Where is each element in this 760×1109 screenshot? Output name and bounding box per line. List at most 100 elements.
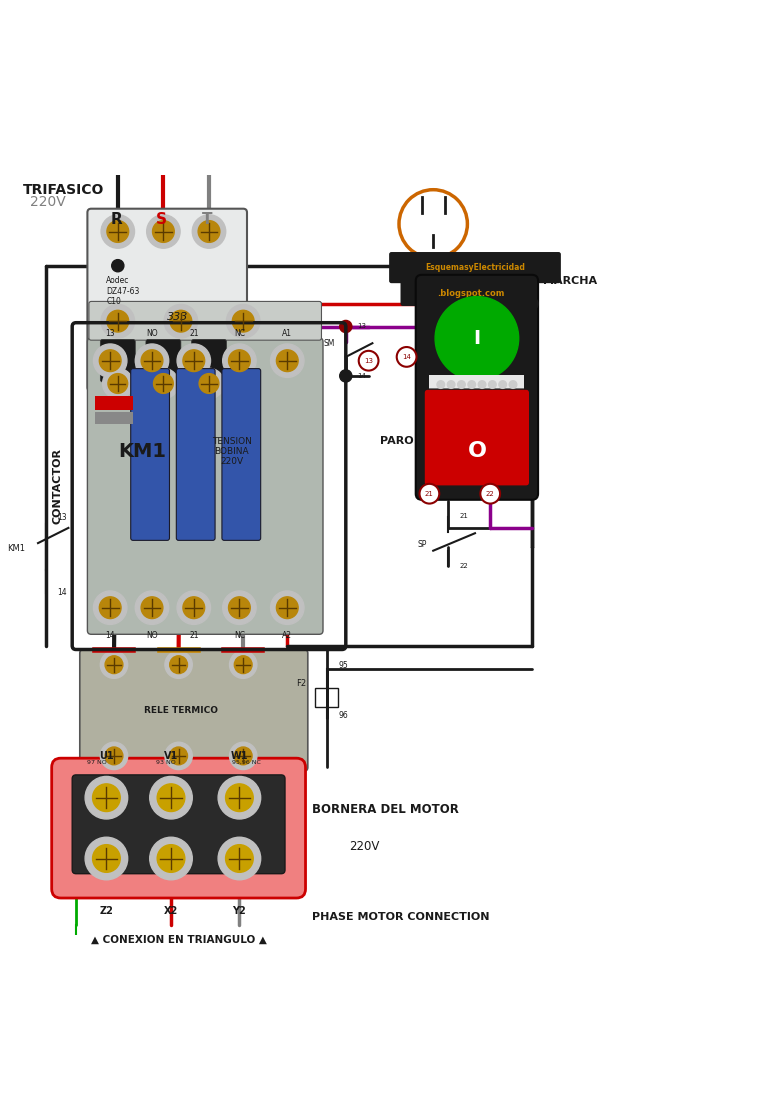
Circle shape xyxy=(271,591,304,624)
Text: 220V: 220V xyxy=(30,195,66,210)
Text: 13: 13 xyxy=(364,358,373,364)
Bar xyxy=(95,413,133,424)
Circle shape xyxy=(164,305,198,338)
Circle shape xyxy=(480,484,500,503)
Circle shape xyxy=(223,591,256,624)
Text: V1: V1 xyxy=(164,751,178,761)
FancyBboxPatch shape xyxy=(80,650,308,771)
Text: 220V: 220V xyxy=(350,840,380,853)
Text: KM1: KM1 xyxy=(8,543,26,552)
FancyBboxPatch shape xyxy=(89,302,321,340)
Text: SM: SM xyxy=(323,338,334,347)
Circle shape xyxy=(464,330,471,338)
Text: W1: W1 xyxy=(230,751,249,761)
Text: Aodec
DZ47-63
C10: Aodec DZ47-63 C10 xyxy=(106,276,140,306)
Text: A1: A1 xyxy=(282,329,293,338)
Text: 22: 22 xyxy=(486,490,495,497)
Text: X2: X2 xyxy=(164,906,178,916)
Bar xyxy=(95,396,133,410)
Circle shape xyxy=(101,305,135,338)
Text: 21: 21 xyxy=(189,631,198,640)
Circle shape xyxy=(183,597,204,619)
Text: 93 NO: 93 NO xyxy=(156,760,176,764)
Circle shape xyxy=(85,837,128,879)
Text: .blogspot.com: .blogspot.com xyxy=(438,288,505,297)
Circle shape xyxy=(170,311,192,332)
Text: F2: F2 xyxy=(296,679,306,688)
Circle shape xyxy=(435,296,518,380)
Text: NO: NO xyxy=(146,631,158,640)
Circle shape xyxy=(93,591,127,624)
Circle shape xyxy=(103,368,133,399)
Circle shape xyxy=(198,221,220,243)
Text: RELE TERMICO: RELE TERMICO xyxy=(144,705,218,715)
Circle shape xyxy=(499,380,506,388)
Text: I: I xyxy=(473,329,480,348)
Text: 13: 13 xyxy=(106,329,115,338)
Text: Y2: Y2 xyxy=(233,906,246,916)
Circle shape xyxy=(226,845,253,873)
Text: O: O xyxy=(467,441,486,461)
Circle shape xyxy=(165,742,192,770)
Text: NO: NO xyxy=(146,329,158,338)
Circle shape xyxy=(93,784,120,812)
Circle shape xyxy=(468,380,476,388)
FancyBboxPatch shape xyxy=(72,775,285,874)
Circle shape xyxy=(150,837,192,879)
Circle shape xyxy=(150,776,192,818)
FancyBboxPatch shape xyxy=(87,338,323,634)
Circle shape xyxy=(509,380,517,388)
Text: 333: 333 xyxy=(167,313,188,323)
Text: TENSION
BOBINA
220V: TENSION BOBINA 220V xyxy=(212,437,252,467)
FancyBboxPatch shape xyxy=(87,208,247,391)
Text: BORNERA DEL MOTOR: BORNERA DEL MOTOR xyxy=(312,803,458,816)
Circle shape xyxy=(100,742,128,770)
Circle shape xyxy=(157,845,185,873)
Circle shape xyxy=(229,349,250,372)
FancyBboxPatch shape xyxy=(192,339,226,381)
Circle shape xyxy=(154,374,173,394)
FancyBboxPatch shape xyxy=(100,339,135,381)
Circle shape xyxy=(234,747,252,765)
Text: NC: NC xyxy=(234,631,245,640)
Circle shape xyxy=(169,655,188,673)
Circle shape xyxy=(277,349,298,372)
Circle shape xyxy=(223,344,256,377)
Circle shape xyxy=(141,349,163,372)
Circle shape xyxy=(226,305,260,338)
Circle shape xyxy=(157,784,185,812)
Circle shape xyxy=(192,215,226,248)
Circle shape xyxy=(177,591,211,624)
Circle shape xyxy=(437,380,445,388)
Circle shape xyxy=(458,380,465,388)
Bar xyxy=(315,688,338,706)
Text: 14: 14 xyxy=(357,374,366,379)
Text: 14: 14 xyxy=(106,631,115,640)
Circle shape xyxy=(108,374,128,394)
Circle shape xyxy=(359,350,378,370)
Text: 13: 13 xyxy=(357,323,366,329)
Circle shape xyxy=(107,311,128,332)
Circle shape xyxy=(100,349,121,372)
FancyBboxPatch shape xyxy=(176,368,215,540)
Text: NC: NC xyxy=(234,329,245,338)
Text: S: S xyxy=(156,212,166,227)
FancyBboxPatch shape xyxy=(416,275,538,500)
Circle shape xyxy=(112,260,124,272)
FancyBboxPatch shape xyxy=(222,368,261,540)
Circle shape xyxy=(218,837,261,879)
Text: TRIFASICO: TRIFASICO xyxy=(23,183,104,196)
FancyBboxPatch shape xyxy=(389,252,561,283)
Circle shape xyxy=(226,784,253,812)
Circle shape xyxy=(105,655,123,673)
Text: 14: 14 xyxy=(402,354,411,360)
Text: ▲ CONEXION EN TRIANGULO ▲: ▲ CONEXION EN TRIANGULO ▲ xyxy=(91,935,267,945)
Circle shape xyxy=(234,655,252,673)
Text: R: R xyxy=(110,212,122,227)
Circle shape xyxy=(183,349,204,372)
Text: KM1: KM1 xyxy=(118,442,166,461)
Circle shape xyxy=(340,321,352,333)
Bar xyxy=(429,375,524,394)
Text: 21: 21 xyxy=(460,513,469,519)
Circle shape xyxy=(194,368,224,399)
